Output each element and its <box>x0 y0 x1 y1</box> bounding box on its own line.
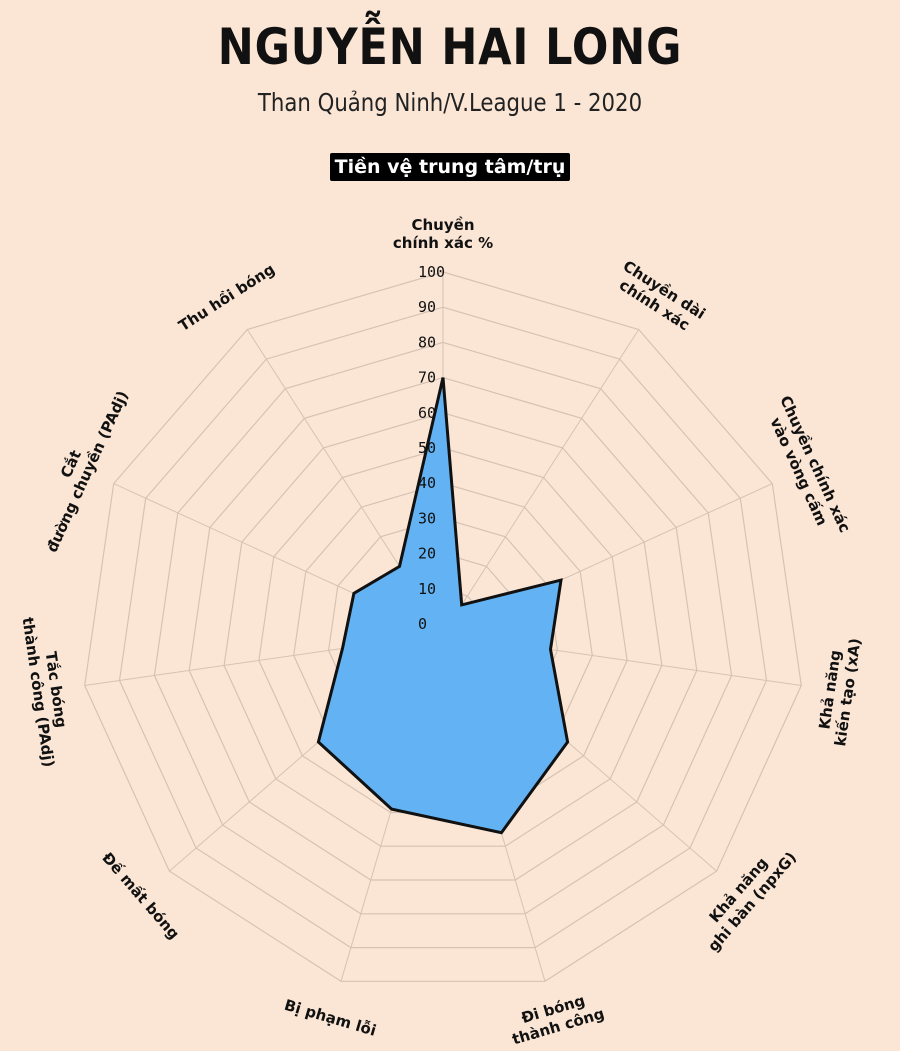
axis-label-9-line-1: đường chuyền (PAdj) <box>42 388 132 555</box>
radar-tick-labels: 0 10 20 30 40 50 60 70 80 90 100 <box>418 263 445 633</box>
radar-shape-layer <box>316 377 570 835</box>
tick-label-90: 90 <box>418 298 436 316</box>
position-badge: Tiền vệ trung tâm/trụ <box>329 153 571 181</box>
axis-label-0-line-1: chính xác % <box>393 234 493 252</box>
tick-label-20: 20 <box>418 545 436 563</box>
tick-label-100: 100 <box>418 263 445 281</box>
axis-label-10-line-0: Thu hồi bóng <box>175 259 278 335</box>
player-profile-polygon <box>316 377 570 835</box>
tick-label-40: 40 <box>418 474 436 492</box>
player-name-title: NGUYỄN HAI LONG <box>217 18 683 76</box>
axis-label-7-line-0: Đế mất bóng <box>98 848 183 943</box>
axis-label-6: Bị phạm lỗi <box>282 996 378 1040</box>
grid-ring-90 <box>118 306 768 949</box>
tick-label-60: 60 <box>418 404 436 422</box>
position-badge-wrap: Tiền vệ trung tâm/trụ <box>0 153 900 181</box>
tick-label-70: 70 <box>418 369 436 387</box>
grid-spoke-1 <box>442 329 640 635</box>
axis-label-0-line-0: Chuyền <box>412 215 475 234</box>
axis-label-7: Đế mất bóng <box>98 848 183 943</box>
grid-ring-100 <box>84 271 802 982</box>
tick-label-80: 80 <box>418 333 436 351</box>
tick-label-10: 10 <box>418 580 436 598</box>
tick-label-50: 50 <box>418 439 436 457</box>
axis-label-10: Thu hồi bóng <box>175 259 278 335</box>
grid-ring-70 <box>188 376 698 881</box>
axis-label-6-line-0: Bị phạm lỗi <box>282 996 378 1040</box>
team-league-subtitle: Than Quảng Ninh/V.League 1 - 2020 <box>257 88 643 117</box>
tick-label-30: 30 <box>418 509 436 527</box>
grid-ring-60 <box>223 412 663 847</box>
grid-ring-80 <box>153 341 733 915</box>
tick-label-0: 0 <box>418 615 427 633</box>
